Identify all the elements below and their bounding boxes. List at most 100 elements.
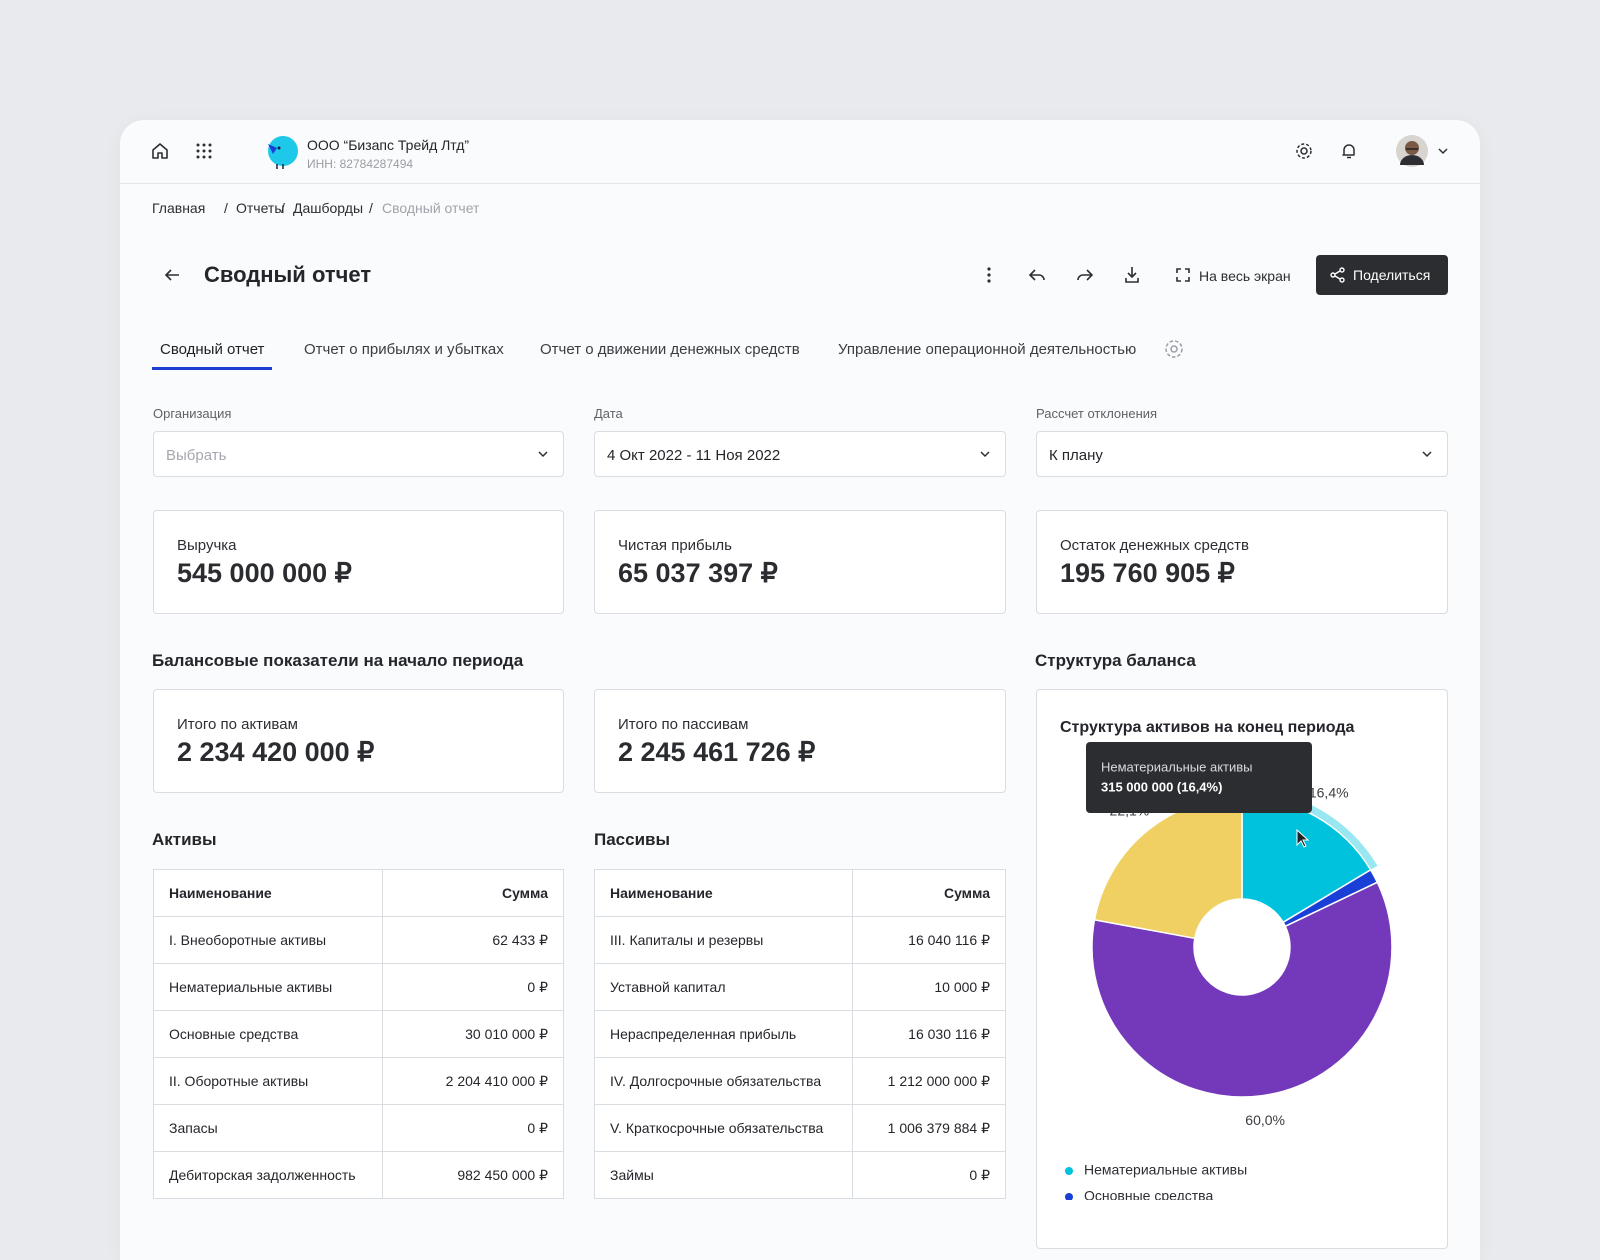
company-logo (268, 136, 298, 169)
breadcrumb-current: Сводный отчет (382, 200, 480, 216)
table-header-row: Наименование Сумма (594, 869, 1006, 917)
company-name[interactable]: ООО “Бизапс Трейд Лтд” (307, 137, 470, 153)
select[interactable]: Выбрать (153, 431, 564, 477)
tab-indicator (152, 367, 272, 370)
amount-cell: 1 212 000 000 ₽ (852, 1057, 1006, 1105)
table-row: Уставной капитал 10 000 ₽ (594, 963, 1006, 1011)
legend-label: Нематериальные активы (1084, 1162, 1247, 1178)
breadcrumb[interactable]: Дашборды (293, 200, 363, 216)
amount-cell: 1 006 379 884 ₽ (852, 1104, 1006, 1152)
table-row: Нераспределенная прибыль 16 030 116 ₽ (594, 1010, 1006, 1058)
section-title: Балансовые показатели на начало периода (152, 651, 524, 670)
tooltip-title: Нематериальные активы (1101, 759, 1253, 774)
tab[interactable]: Управление операционной деятельностью (838, 341, 1137, 358)
balance-value: 2 245 461 726 ₽ (618, 737, 816, 767)
filter-label: Рассчет отклонения (1036, 406, 1158, 421)
tabs-settings[interactable] (1164, 339, 1184, 359)
page-title: Сводный отчет (204, 262, 372, 287)
table-row: III. Капиталы и резервы 16 040 116 ₽ (594, 916, 1006, 964)
tooltip (1086, 742, 1312, 813)
liabilities-table: Наименование Сумма III. Капиталы и резервы… (594, 869, 1006, 1199)
tooltip-value: 315 000 000 (16,4%) (1101, 779, 1222, 794)
balance-label: Итого по активам (177, 716, 298, 733)
table-row: IV. Долгосрочные обязательства 1 212 000 … (594, 1057, 1006, 1105)
select-value: К плану (1049, 447, 1103, 464)
chevron (1422, 451, 1432, 458)
kpi-label: Остаток денежных средств (1060, 537, 1249, 554)
section-title: Структура баланса (1035, 651, 1196, 670)
name-cell: Запасы (153, 1104, 383, 1152)
bell-icon[interactable] (1340, 142, 1358, 160)
table-row: II. Оборотные активы 2 204 410 000 ₽ (153, 1057, 564, 1105)
tab-active[interactable]: Сводный отчет (160, 341, 265, 358)
chevron (980, 451, 990, 458)
amount-cell: 0 ₽ (382, 963, 564, 1011)
fullscreen-icon[interactable] (1176, 268, 1190, 282)
table-header-row: Наименование Сумма (153, 869, 564, 917)
table-title: Активы (152, 830, 217, 849)
column-header: Наименование (153, 869, 383, 917)
company-inn: ИНН: 82784287494 (307, 157, 414, 171)
download-button[interactable] (1124, 266, 1140, 284)
slice-label: 60,0% (1245, 1112, 1285, 1128)
select-value: 4 Окт 2022 - 11 Ноя 2022 (607, 447, 781, 464)
breadcrumb-separator: / (369, 200, 373, 216)
kpi-card: Остаток денежных средств 195 760 905 ₽ (1036, 510, 1448, 614)
settings-icon[interactable] (1295, 142, 1313, 160)
name-cell: III. Капиталы и резервы (594, 916, 853, 964)
name-cell: Основные средства (153, 1010, 383, 1058)
tab[interactable]: Отчет о движении денежных средств (540, 341, 800, 358)
table-row: Нематериальные активы 0 ₽ (153, 963, 564, 1011)
chevron (538, 451, 548, 458)
undo-button[interactable] (1028, 267, 1046, 283)
chart-title: Структура активов на конец периода (1060, 719, 1354, 736)
breadcrumb-separator: / (224, 200, 228, 216)
select-placeholder: Выбрать (166, 447, 227, 464)
legend-marker (1065, 1193, 1073, 1200)
amount-cell: 0 ₽ (382, 1104, 564, 1152)
name-cell: V. Краткосрочные обязательства (594, 1104, 853, 1152)
filter-label: Организация (153, 406, 232, 421)
filter-label: Дата (594, 406, 623, 421)
kpi-card: Выручка 545 000 000 ₽ (153, 510, 564, 614)
kpi-card: Чистая прибыль 65 037 397 ₽ (594, 510, 1006, 614)
redo-button[interactable] (1076, 267, 1094, 283)
fullscreen-button[interactable]: На весь экран (1199, 268, 1291, 284)
name-cell: Уставной капитал (594, 963, 853, 1011)
amount-cell: 10 000 ₽ (852, 963, 1006, 1011)
more-button[interactable] (985, 267, 993, 283)
name-cell: Нераспределенная прибыль (594, 1010, 853, 1058)
top-bar (120, 120, 1480, 184)
name-cell: Нематериальные активы (153, 963, 383, 1011)
table-row: V. Краткосрочные обязательства 1 006 379 … (594, 1104, 1006, 1152)
breadcrumb[interactable]: Главная (152, 200, 206, 216)
share-label: Поделиться (1353, 267, 1431, 283)
back-button[interactable] (164, 268, 180, 282)
pie-slice (1091, 881, 1393, 1098)
column-header: Наименование (594, 869, 853, 917)
breadcrumb[interactable]: Отчеты (236, 200, 285, 216)
amount-cell: 0 ₽ (852, 1151, 1006, 1199)
apps-icon[interactable] (196, 143, 212, 159)
user-avatar[interactable] (1396, 135, 1456, 169)
legend-label: Основные средства (1084, 1188, 1213, 1200)
breadcrumb-separator: / (281, 200, 285, 216)
table-row: I. Внеоборотные активы 62 433 ₽ (153, 916, 564, 964)
chart: Структура активов на конец периода 16,4%… (1060, 719, 1393, 1200)
column-header: Сумма (852, 869, 1006, 917)
share-button[interactable]: Поделиться (1316, 255, 1448, 295)
kpi-value: 545 000 000 ₽ (177, 558, 352, 588)
amount-cell: 16 040 116 ₽ (852, 916, 1006, 964)
name-cell: Займы (594, 1151, 853, 1199)
select[interactable]: К плану (1036, 431, 1448, 477)
home-icon[interactable] (151, 142, 169, 160)
slice-label: 16,4% (1309, 785, 1349, 801)
tab[interactable]: Отчет о прибылях и убытках (304, 341, 504, 358)
name-cell: Дебиторская задолженность (153, 1151, 383, 1199)
select[interactable]: 4 Окт 2022 - 11 Ноя 2022 (594, 431, 1006, 477)
share-icon (1330, 267, 1345, 283)
legend-marker (1065, 1167, 1073, 1175)
balance-card: Итого по активам 2 234 420 000 ₽ (153, 689, 564, 793)
amount-cell: 30 010 000 ₽ (382, 1010, 564, 1058)
table-row: Дебиторская задолженность 982 450 000 ₽ (153, 1151, 564, 1199)
